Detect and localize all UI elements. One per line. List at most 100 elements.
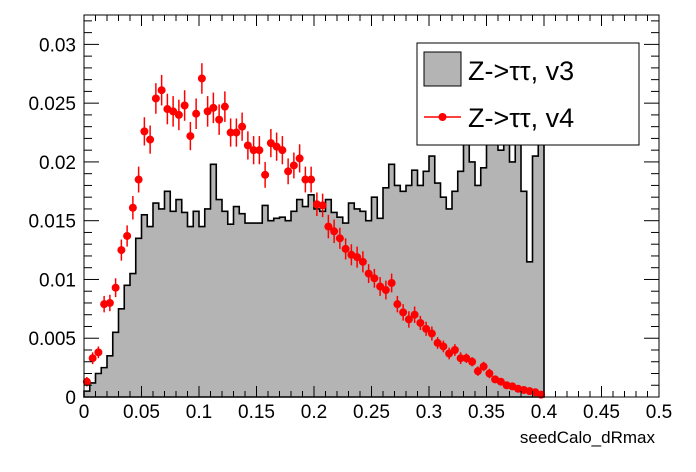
point-marker <box>261 170 270 179</box>
data-point <box>399 304 408 321</box>
point-marker <box>128 203 137 212</box>
legend-label-v4: Z->ττ, v4 <box>468 103 574 133</box>
data-point <box>94 346 103 359</box>
point-marker <box>226 128 235 137</box>
point-marker <box>134 175 143 184</box>
point-marker <box>393 300 402 309</box>
point-marker <box>318 201 327 210</box>
point-marker <box>341 244 350 253</box>
point-marker <box>197 74 206 83</box>
point-marker <box>427 329 436 338</box>
data-point <box>381 280 390 300</box>
point-marker <box>445 349 454 358</box>
data-point <box>174 99 183 131</box>
data-point <box>238 112 247 141</box>
histogram-area <box>83 102 545 398</box>
data-point <box>192 98 201 130</box>
data-point <box>203 96 212 127</box>
data-point <box>140 117 149 146</box>
data-point <box>215 104 224 135</box>
point-marker <box>387 278 396 287</box>
point-marker <box>146 135 155 144</box>
point-marker <box>353 253 362 262</box>
point-marker <box>111 283 120 292</box>
data-point <box>387 273 396 293</box>
point-marker <box>117 246 126 255</box>
data-point <box>324 214 333 239</box>
x-tick-label: 0.5 <box>646 402 672 423</box>
data-point <box>422 321 431 336</box>
point-marker <box>272 142 281 151</box>
data-point <box>255 136 264 165</box>
point-marker <box>335 234 344 243</box>
legend-marker-v4 <box>438 113 447 121</box>
data-point <box>358 251 367 273</box>
data-point <box>157 74 166 106</box>
point-marker <box>324 222 333 231</box>
x-tick-label: 0.2 <box>301 402 327 423</box>
data-point <box>295 144 304 173</box>
data-point <box>186 121 195 151</box>
x-tick-label: 0.15 <box>238 402 275 423</box>
data-point <box>272 132 281 161</box>
point-marker <box>404 315 413 324</box>
point-marker <box>192 109 201 118</box>
data-point <box>404 311 413 328</box>
data-point <box>88 352 97 365</box>
point-marker <box>364 269 373 278</box>
point-marker <box>450 345 459 354</box>
point-marker <box>278 146 287 155</box>
data-point <box>416 315 425 331</box>
x-tick-labels: 0 0.05 0.1 0.15 0.2 0.25 0.3 0.35 0.4 0.45 0.5 <box>79 402 673 423</box>
point-marker <box>422 324 431 333</box>
point-marker <box>243 141 252 150</box>
data-point <box>439 340 448 353</box>
x-tick-label: 0 <box>79 402 90 423</box>
x-tick-label: 0.05 <box>123 402 160 423</box>
x-tick-label: 0.35 <box>468 402 505 423</box>
y-tick-label: 0.03 <box>39 35 76 56</box>
data-point <box>462 353 471 363</box>
data-point <box>468 357 477 367</box>
y-tick-label: 0 <box>65 388 76 409</box>
point-marker <box>301 175 310 184</box>
data-point <box>117 239 126 261</box>
y-tick-label: 0.015 <box>28 212 76 233</box>
point-marker <box>174 110 183 119</box>
data-point <box>128 196 137 220</box>
x-axis-title: seedCalo_dRmax <box>520 428 656 447</box>
data-point <box>105 294 114 312</box>
point-marker <box>376 282 385 291</box>
point-marker <box>462 354 471 363</box>
point-marker <box>439 342 448 351</box>
point-marker <box>88 354 97 363</box>
point-marker <box>105 298 114 307</box>
point-marker <box>203 107 212 116</box>
data-point <box>445 347 454 360</box>
data-point <box>123 225 132 247</box>
y-tick-label: 0.02 <box>39 153 76 174</box>
data-point <box>146 125 155 154</box>
data-point <box>473 366 482 376</box>
point-marker <box>496 377 505 386</box>
point-marker <box>169 107 178 116</box>
point-marker <box>479 362 488 371</box>
data-point <box>266 129 275 158</box>
y-tick-label: 0.005 <box>28 329 76 350</box>
point-marker <box>186 132 195 141</box>
x-tick-label: 0.25 <box>353 402 390 423</box>
point-marker <box>416 318 425 327</box>
data-point <box>289 152 298 179</box>
point-marker <box>151 94 160 103</box>
point-marker <box>468 357 477 366</box>
point-marker <box>456 354 465 363</box>
point-marker <box>266 139 275 148</box>
point-marker <box>307 175 316 184</box>
point-marker <box>180 101 189 110</box>
data-point <box>232 118 241 147</box>
data-point <box>169 96 178 127</box>
point-marker <box>295 154 304 163</box>
point-marker <box>410 310 419 319</box>
data-point <box>393 295 402 313</box>
legend-label-v3: Z->ττ, v3 <box>468 56 574 86</box>
